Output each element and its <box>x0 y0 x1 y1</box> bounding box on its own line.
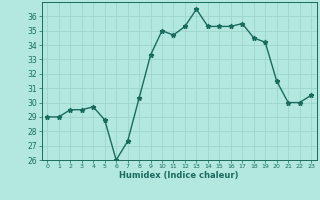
X-axis label: Humidex (Indice chaleur): Humidex (Indice chaleur) <box>119 171 239 180</box>
